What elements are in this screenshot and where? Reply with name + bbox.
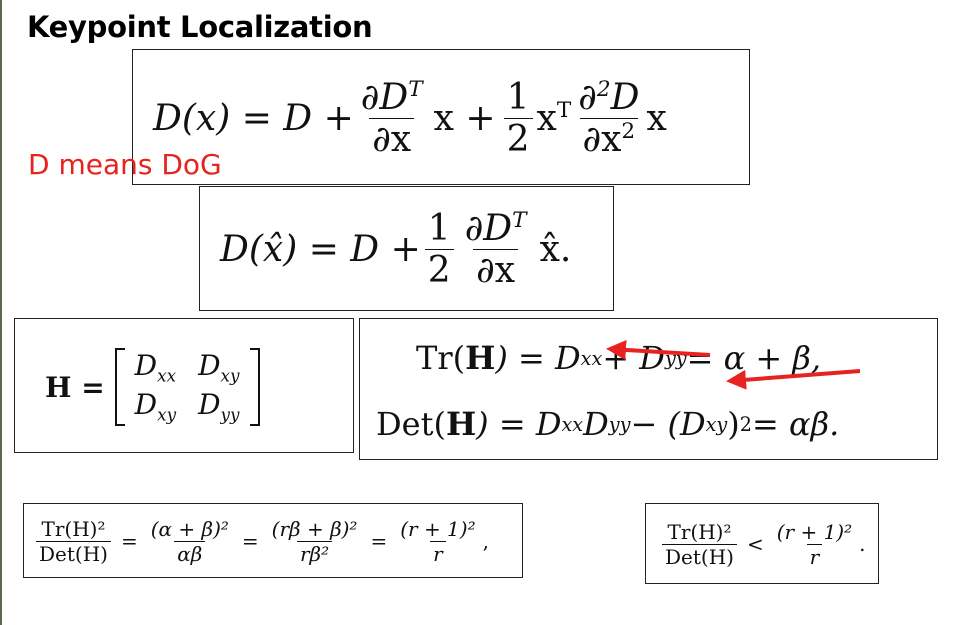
- eq2-tail: x̂.: [540, 229, 572, 270]
- eq5-eq1: =: [121, 529, 138, 553]
- eq5-f1n: Tr(H)²: [39, 517, 109, 541]
- equation-threshold: Tr(H)² Det(H) < (r + 1)² r .: [658, 513, 865, 575]
- equation-box-hessian: H = Dxx Dxy Dxy Dyy: [14, 318, 354, 453]
- eq2-frac2-num: ∂D: [465, 208, 512, 249]
- eq6-f1n: Tr(H)²: [665, 520, 735, 544]
- hessian-matrix: Dxx Dxy Dxy Dyy: [125, 349, 250, 424]
- arrow-to-dyy: [730, 371, 860, 381]
- eq6-f1d: Det(H): [662, 544, 737, 569]
- eq1-frac2-num: 1: [504, 77, 533, 118]
- matrix-left-bracket: [115, 348, 125, 426]
- eq1-frac1-sup: T: [408, 77, 422, 102]
- matrix-cell-21: Dxy: [135, 388, 176, 425]
- eq5-f3d: rβ²: [297, 541, 332, 566]
- equation-taylor: D(x) = D + ∂DT ∂x x + 1 2 xT ∂2D ∂x2 x: [153, 68, 667, 168]
- matrix-cell-11: Dxx: [135, 349, 176, 386]
- eq1-frac3-num: ∂: [578, 77, 597, 118]
- eq6-f2n: (r + 1)²: [774, 520, 855, 544]
- matrix-right-bracket: [250, 348, 260, 426]
- eq5-f4d: r: [430, 541, 446, 566]
- eq2-frac1-den: 2: [425, 249, 454, 291]
- eq5-frac3: (rβ + β)² rβ²: [269, 517, 361, 566]
- eq2-frac2-den: ∂x: [473, 249, 518, 291]
- eq3-lhs: H =: [45, 371, 105, 404]
- eq5-eq2: =: [242, 529, 259, 553]
- page-title: Keypoint Localization: [27, 10, 372, 44]
- eq1-lhs: D(x) = D +: [153, 98, 354, 139]
- eq6-end: .: [859, 532, 865, 556]
- eq1-frac3: ∂2D ∂x2: [575, 77, 642, 160]
- eq1-mid: x +: [434, 98, 496, 139]
- eq1-xT: xT: [537, 98, 572, 139]
- equation-box-offset: D(x̂) = D + 1 2 ∂DT ∂x x̂.: [199, 186, 614, 311]
- eq5-f2n: (α + β)²: [148, 517, 232, 541]
- eq1-xsup: T: [557, 98, 571, 123]
- matrix-cell-12: Dxy: [198, 349, 239, 386]
- eq2-frac1: 1 2: [425, 208, 454, 291]
- equation-box-threshold: Tr(H)² Det(H) < (r + 1)² r .: [645, 503, 879, 584]
- eq2-frac1-num: 1: [425, 208, 454, 249]
- eq5-f4n: (r + 1)²: [397, 517, 478, 541]
- eq1-x: x: [537, 98, 557, 139]
- eq5-f2d: αβ: [174, 541, 205, 566]
- arrow-to-dxx: [610, 349, 710, 355]
- eq1-frac2: 1 2: [504, 77, 533, 160]
- eq6-frac1: Tr(H)² Det(H): [662, 520, 737, 569]
- left-edge-line: [0, 0, 2, 625]
- eq5-frac1: Tr(H)² Det(H): [36, 517, 111, 566]
- equation-box-ratio: Tr(H)² Det(H) = (α + β)² αβ = (rβ + β)² rβ²…: [23, 503, 523, 578]
- eq5-frac2: (α + β)² αβ: [148, 517, 232, 566]
- eq1-frac2-den: 2: [504, 118, 533, 160]
- eq6-f2d: r: [807, 544, 823, 569]
- equation-offset: D(x̂) = D + 1 2 ∂DT ∂x x̂.: [220, 199, 571, 299]
- matrix-cell-22: Dyy: [198, 388, 239, 425]
- equation-hessian: H = Dxx Dxy Dxy Dyy: [45, 347, 260, 427]
- equation-box-taylor: D(x) = D + ∂DT ∂x x + 1 2 xT ∂2D ∂x2 x: [132, 49, 750, 185]
- eq6-lt: <: [747, 532, 764, 556]
- eq2-frac2: ∂DT ∂x: [462, 208, 530, 291]
- eq1-tail: x: [646, 98, 666, 139]
- eq2-frac2-sup: T: [512, 208, 526, 233]
- dog-note: D means DoG: [28, 148, 222, 181]
- eq5-f1d: Det(H): [36, 541, 111, 566]
- eq5-end: ,: [483, 529, 489, 553]
- eq1-frac3-sup: 2: [597, 77, 611, 102]
- eq1-frac1-num: ∂D: [361, 77, 408, 118]
- eq1-frac3-densup: 2: [621, 119, 635, 144]
- eq5-frac4: (r + 1)² r: [397, 517, 478, 566]
- eq1-frac3-den: ∂x: [583, 119, 622, 160]
- eq2-lhs: D(x̂) = D +: [220, 229, 421, 270]
- equation-ratio: Tr(H)² Det(H) = (α + β)² αβ = (rβ + β)² rβ²…: [32, 510, 489, 572]
- eq1-frac3-numb: D: [611, 77, 640, 118]
- eq5-eq3: =: [370, 529, 387, 553]
- eq6-frac2: (r + 1)² r: [774, 520, 855, 569]
- eq5-f3n: (rβ + β)²: [269, 517, 361, 541]
- eq1-frac1: ∂DT ∂x: [358, 77, 426, 160]
- annotation-arrows: [360, 319, 939, 461]
- eq1-frac1-den: ∂x: [369, 118, 414, 160]
